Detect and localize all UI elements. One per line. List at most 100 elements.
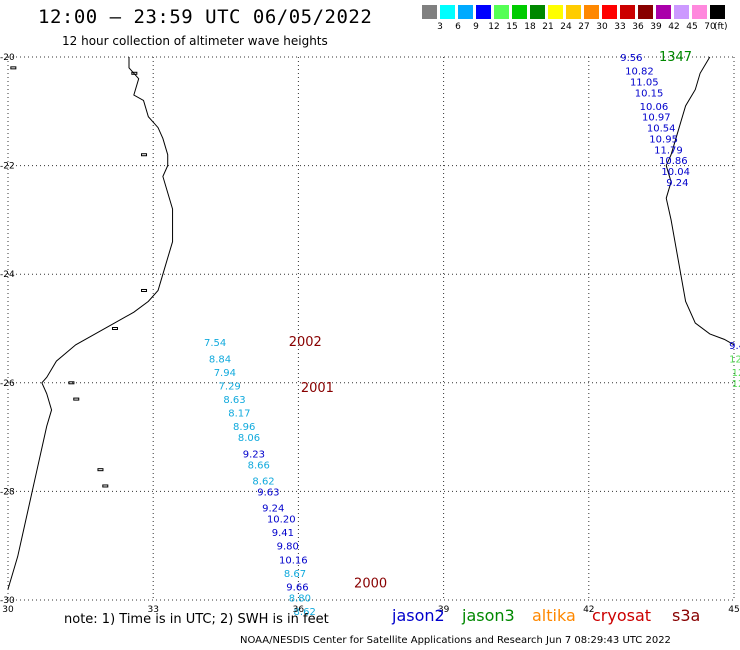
swh-label: 10.95 <box>649 134 678 145</box>
scale-swatch <box>476 5 491 19</box>
lat-tick-label: -20 <box>0 53 15 63</box>
coastline-mainland <box>7 57 174 590</box>
swh-label: 10.04 <box>661 167 690 178</box>
lat-tick-label: -24 <box>0 270 15 280</box>
page-title: 12:00 – 23:59 UTC 06/05/2022 <box>38 6 373 28</box>
scale-swatch <box>656 5 671 19</box>
scale-label: 3 <box>437 22 443 32</box>
coastlines <box>7 56 735 590</box>
lon-tick-label: 36 <box>293 605 305 615</box>
island-outline <box>141 288 148 292</box>
island-outline <box>141 153 148 157</box>
mission-label-altika: altika <box>532 606 576 625</box>
lon-tick-label: 42 <box>583 605 594 615</box>
swh-label: 9.4 <box>729 341 740 352</box>
island-outline <box>131 71 138 75</box>
scale-label: 70 <box>704 22 716 32</box>
swh-label: 9.66 <box>286 582 308 593</box>
swh-label: 10.86 <box>659 156 688 167</box>
lon-tick-label: 39 <box>438 605 450 615</box>
swh-label: 8.17 <box>228 409 250 420</box>
scale-label: 30 <box>596 22 608 32</box>
swh-label: 8.67 <box>284 569 306 580</box>
swh-label: 8.62 <box>294 607 316 618</box>
lon-tick-label: 30 <box>2 605 14 615</box>
scale-label: 39 <box>650 22 662 32</box>
scale-unit: (ft) <box>714 22 728 32</box>
swh-label: 9.24 <box>262 504 284 515</box>
swh-label: 12 <box>732 379 740 390</box>
scale-swatch <box>674 5 689 19</box>
scale-swatch <box>692 5 707 19</box>
swh-label: 10.15 <box>635 88 664 99</box>
swh-label: 8.84 <box>209 354 231 365</box>
pass-time-label: 1347 <box>659 50 692 65</box>
lon-tick-label: 45 <box>728 605 739 615</box>
swh-label: 8.80 <box>289 593 311 604</box>
scale-swatch <box>548 5 563 19</box>
lat-tick-label: -26 <box>0 379 15 389</box>
island-outline <box>111 327 118 330</box>
swh-label: 8.66 <box>248 460 270 471</box>
scale-swatch <box>638 5 653 19</box>
scale-label: 36 <box>632 22 644 32</box>
scale-label: 12 <box>488 22 500 32</box>
scale-swatch <box>458 5 473 19</box>
mission-label-jason3: jason3 <box>462 606 515 625</box>
swh-label: 12 <box>729 354 740 365</box>
scale-swatch <box>494 5 509 19</box>
swh-label: 9.41 <box>272 528 294 539</box>
pass-time-label: 2002 <box>289 335 322 350</box>
swh-label: 8.06 <box>238 433 260 444</box>
swh-label: 9.63 <box>257 487 279 498</box>
footer-note: note: 1) Time is in UTC; 2) SWH is in fe… <box>64 612 329 627</box>
swh-label: 8.63 <box>223 395 245 406</box>
lon-tick-label: 33 <box>147 605 158 615</box>
scale-label: 42 <box>668 22 680 32</box>
scale-label: 6 <box>455 22 461 32</box>
scale-swatch <box>530 5 545 19</box>
lat-tick-label: -22 <box>0 162 15 172</box>
credit-line: NOAA/NESDIS Center for Satellite Applica… <box>240 635 671 646</box>
scale-swatch <box>710 5 725 19</box>
swh-label: 8.96 <box>233 422 255 433</box>
scale-label: 9 <box>473 22 479 32</box>
mission-label-jason2: jason2 <box>392 606 445 625</box>
swh-label: 10.20 <box>267 515 296 526</box>
mission-label-cryosat: cryosat <box>592 606 652 625</box>
lat-tick-label: -30 <box>0 596 15 606</box>
island-outline <box>68 381 75 385</box>
swh-label: 9.56 <box>620 53 642 64</box>
island-outline <box>10 66 17 70</box>
swh-label: 7.29 <box>219 382 241 393</box>
scale-swatch <box>512 5 527 19</box>
swh-label: 7.94 <box>214 368 236 379</box>
swh-label: 10.82 <box>625 67 654 78</box>
scale-swatch <box>584 5 599 19</box>
swh-label: 10.16 <box>279 555 308 566</box>
scale-label: 18 <box>524 22 536 32</box>
map-grid <box>7 56 735 601</box>
swh-label: 9.80 <box>277 542 299 553</box>
scale-label: 15 <box>506 22 518 32</box>
wave-height-labels: 7.54 8.84 7.94 7.29 8.63 8.17 8.968.06 9.238.66… <box>204 50 740 618</box>
scale-swatch <box>566 5 581 19</box>
scale-swatch <box>602 5 617 19</box>
swh-label: 10.97 <box>642 113 671 124</box>
swh-label: 7.54 <box>204 338 226 349</box>
page-subtitle: 12 hour collection of altimeter wave hei… <box>62 34 328 48</box>
island-outline <box>73 397 80 401</box>
island-outline <box>102 484 109 488</box>
swh-label: 8.62 <box>252 477 274 488</box>
pass-time-label: 2001 <box>301 381 334 396</box>
swh-label: 12 <box>732 368 740 379</box>
scale-label: 33 <box>614 22 626 32</box>
axis-tick-labels: 30 33 36 39 42 45 -20 -22 -24 -26 -28 -30 <box>0 53 740 615</box>
scale-swatch <box>422 5 437 19</box>
swh-label: 11.05 <box>630 77 659 88</box>
swh-label: 10.54 <box>647 124 676 135</box>
scale-swatch <box>440 5 455 19</box>
coastline-madagascar <box>665 56 735 346</box>
pass-time-label: 2000 <box>354 577 387 592</box>
